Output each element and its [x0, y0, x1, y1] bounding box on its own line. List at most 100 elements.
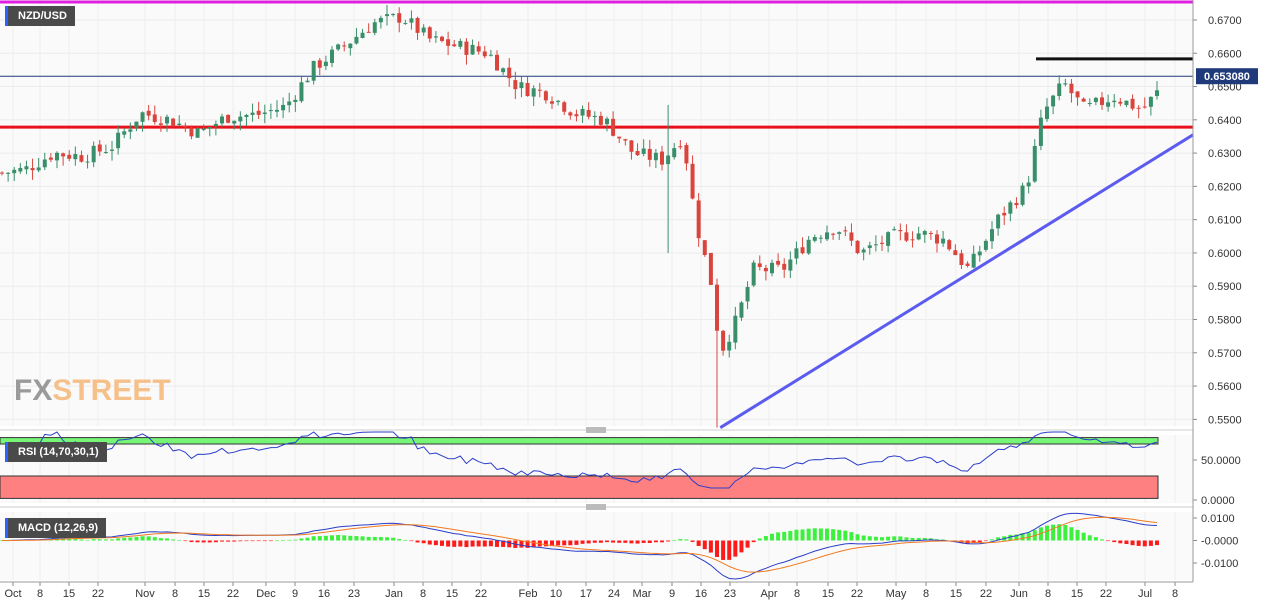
candle-body	[391, 14, 396, 16]
macd-histogram-bar	[1063, 525, 1068, 541]
macd-histogram-bar	[653, 540, 658, 543]
macd-histogram-bar	[880, 537, 884, 541]
candle-body	[629, 140, 634, 152]
macd-histogram-bar	[1081, 532, 1086, 541]
candle-body	[537, 89, 542, 91]
macd-histogram-bar	[122, 537, 127, 541]
macd-histogram-bar	[207, 540, 212, 543]
candle-body	[171, 118, 176, 127]
x-tick-label: 23	[348, 588, 360, 600]
candle-body	[611, 118, 616, 136]
candle-body	[990, 229, 994, 242]
x-tick-label: 8	[37, 588, 43, 600]
logo-fx: FX	[14, 374, 53, 407]
macd-histogram-bar	[647, 540, 652, 544]
macd-histogram-bar	[201, 540, 206, 543]
candle-body	[886, 232, 891, 246]
macd-histogram-bar	[183, 540, 188, 542]
candle-body	[97, 144, 102, 152]
y-tick-label: 0.6600	[1208, 48, 1242, 60]
candle-body	[1093, 97, 1098, 103]
candle-body	[378, 17, 383, 23]
candle-body	[849, 232, 854, 241]
candle-body	[873, 244, 878, 246]
macd-histogram-bar	[617, 540, 622, 543]
candle-body	[488, 54, 493, 56]
candle-body	[635, 150, 640, 156]
macd-histogram-bar	[849, 532, 854, 541]
candle-body	[983, 240, 988, 250]
candle-body	[24, 166, 29, 170]
candle-body	[971, 253, 976, 268]
candle-body	[6, 172, 11, 174]
candle-body	[476, 46, 481, 52]
candle-body	[574, 114, 579, 117]
macd-histogram-bar	[574, 540, 579, 545]
candle-body	[1026, 182, 1031, 187]
macd-histogram-bar	[556, 540, 561, 546]
macd-tick-label: -0.0000	[1201, 536, 1238, 548]
candle-body	[268, 110, 273, 112]
macd-histogram-bar	[409, 540, 414, 542]
macd-histogram-bar	[867, 536, 872, 541]
x-tick-label: 15	[1071, 588, 1083, 600]
macd-histogram-bar	[580, 540, 585, 544]
macd-histogram-bar	[482, 540, 487, 547]
candle-body	[800, 247, 805, 254]
candle-body	[91, 145, 96, 163]
macd-histogram-bar	[128, 537, 133, 541]
x-tick-label: 22	[475, 588, 487, 600]
rsi-tick-label: 50.0000	[1201, 455, 1241, 467]
x-tick-label: Jan	[385, 588, 403, 600]
candle-body	[647, 148, 652, 160]
candle-body	[653, 152, 658, 161]
candle-body	[403, 23, 408, 25]
macd-histogram-bar	[818, 528, 823, 541]
macd-histogram-bar	[928, 538, 933, 541]
macd-histogram-bar	[495, 540, 499, 547]
macd-histogram-bar	[171, 539, 176, 541]
candle-body	[1130, 98, 1135, 109]
x-tick-label: 22	[92, 588, 104, 600]
macd-histogram-bar	[837, 529, 842, 541]
macd-histogram-bar	[427, 540, 432, 545]
macd-histogram-bar	[268, 540, 273, 542]
macd-histogram-bar	[910, 537, 915, 541]
macd-histogram-bar	[146, 536, 151, 541]
candle-body	[146, 110, 151, 116]
candle-body	[1063, 83, 1068, 85]
candle-body	[470, 44, 475, 55]
candle-body	[1087, 103, 1092, 105]
candle-body	[372, 22, 377, 33]
candle-body	[177, 123, 182, 126]
candle-body	[507, 67, 512, 79]
candle-body	[782, 263, 787, 270]
candle-body	[452, 44, 457, 47]
candle-body	[733, 315, 738, 343]
x-tick-label: Apr	[760, 588, 777, 600]
macd-histogram-bar	[195, 540, 200, 543]
macd-histogram-bar	[623, 540, 628, 543]
macd-histogram-bar	[861, 535, 866, 541]
candle-body	[953, 250, 958, 256]
x-tick-label: 8	[1045, 588, 1051, 600]
candle-body	[605, 118, 609, 125]
macd-histogram-bar	[488, 540, 493, 547]
x-tick-label: 22	[980, 588, 992, 600]
candle-body	[262, 112, 267, 115]
candle-body	[598, 115, 603, 125]
macd-histogram-bar	[702, 540, 707, 550]
candle-body	[550, 101, 554, 104]
candle-body	[892, 229, 897, 231]
macd-histogram-bar	[806, 528, 811, 541]
candle-body	[61, 153, 66, 157]
candle-body	[1008, 202, 1013, 214]
candle-body	[818, 237, 823, 239]
x-tick-label: 24	[608, 588, 620, 600]
candle-body	[678, 146, 683, 148]
macd-histogram-bar	[311, 536, 316, 541]
macd-histogram-bar	[378, 537, 383, 541]
macd-histogram-bar	[110, 539, 114, 541]
macd-histogram-bar	[67, 538, 72, 541]
candle-body	[158, 123, 163, 125]
